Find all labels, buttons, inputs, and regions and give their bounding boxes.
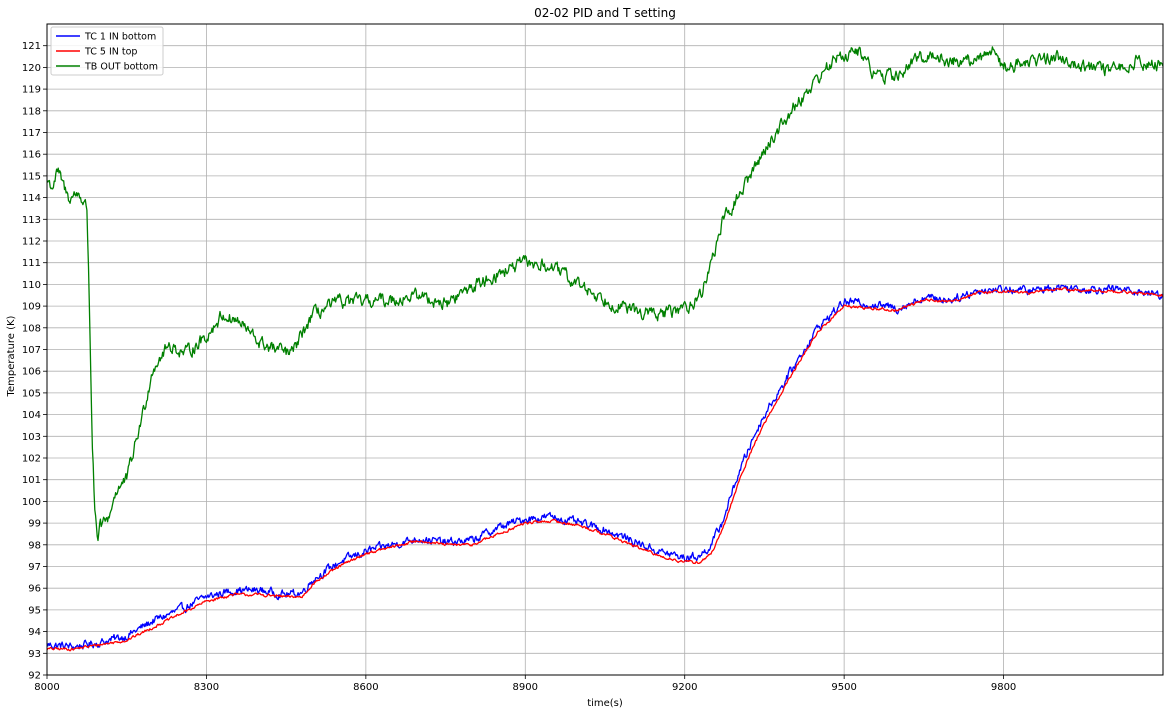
legend-label-tb: TB OUT bottom (84, 62, 158, 73)
legend: TC 1 IN bottom TC 5 IN top TB OUT bottom (50, 26, 164, 76)
y-tick-label: 97 (28, 562, 41, 573)
x-axis-ticks: 8000 8300 8600 8900 9200 9500 9800 (34, 675, 1016, 693)
y-tick-label: 100 (22, 497, 41, 508)
y-tick-label: 99 (28, 519, 41, 530)
y-axis-label: Temperature (K) (6, 315, 17, 397)
legend-label-tc1: TC 1 IN bottom (84, 32, 156, 43)
y-tick-label: 113 (22, 215, 41, 226)
series-line-tb (46, 46, 1164, 542)
legend-item-tc5: TC 5 IN top (56, 47, 137, 58)
legend-item-tc1: TC 1 IN bottom (56, 32, 156, 43)
y-tick-label: 96 (28, 584, 41, 595)
y-tick-label: 109 (22, 302, 41, 313)
y-tick-label: 119 (22, 85, 41, 96)
x-axis-label: time(s) (587, 698, 623, 709)
y-tick-label: 104 (22, 410, 41, 421)
y-tick-label: 121 (22, 41, 41, 52)
y-tick-label: 114 (22, 193, 41, 204)
y-tick-label: 98 (28, 540, 41, 551)
y-axis-ticks: 92 93 94 95 96 97 98 99 100 101 102 103 104 105 106 107… (22, 41, 47, 682)
y-tick-label: 111 (22, 258, 41, 269)
y-tick-label: 112 (22, 237, 41, 248)
series-line-tc5 (46, 286, 1164, 652)
y-tick-label: 107 (22, 345, 41, 356)
y-tick-label: 93 (28, 649, 41, 660)
series-line-tc1 (46, 284, 1164, 650)
x-tick-label: 8000 (34, 682, 59, 693)
x-tick-label: 8300 (194, 682, 219, 693)
y-tick-label: 115 (22, 171, 41, 182)
x-tick-label: 8900 (513, 682, 538, 693)
series-group (46, 46, 1164, 652)
y-tick-label: 102 (22, 454, 41, 465)
x-tick-label: 9200 (672, 682, 697, 693)
y-tick-label: 117 (22, 128, 41, 139)
y-tick-label: 103 (22, 432, 41, 443)
y-tick-label: 106 (22, 367, 41, 378)
y-tick-label: 95 (28, 605, 41, 616)
y-tick-label: 105 (22, 388, 41, 399)
legend-item-tb: TB OUT bottom (56, 62, 158, 73)
x-tick-label: 8600 (353, 682, 378, 693)
y-tick-label: 94 (28, 627, 41, 638)
y-tick-label: 92 (28, 671, 41, 682)
y-tick-label: 110 (22, 280, 41, 291)
chart-title: 02-02 PID and T setting (534, 6, 676, 20)
x-tick-label: 9500 (831, 682, 856, 693)
legend-label-tc5: TC 5 IN top (84, 47, 137, 58)
y-tick-label: 120 (22, 63, 41, 74)
grid-lines (46, 24, 1163, 676)
y-tick-label: 101 (22, 475, 41, 486)
y-tick-label: 118 (22, 106, 41, 117)
y-tick-label: 116 (22, 150, 41, 161)
y-tick-label: 108 (22, 323, 41, 334)
legend-box (50, 26, 164, 76)
x-tick-label: 9800 (991, 682, 1016, 693)
